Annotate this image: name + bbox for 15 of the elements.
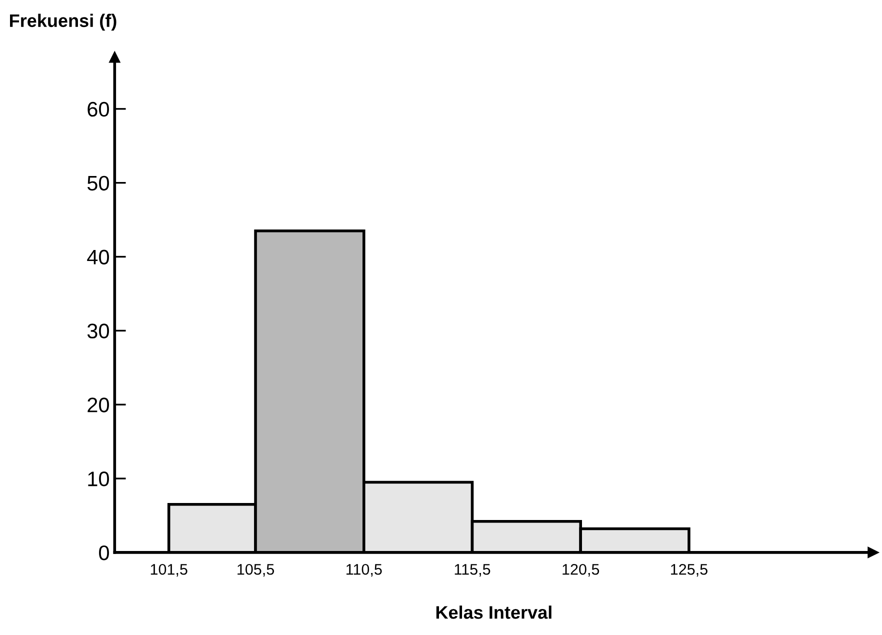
y-axis-title: Frekuensi (f) [10, 14, 116, 31]
y-tick-label: 60 [88, 102, 109, 117]
y-tick-label: 30 [87, 324, 109, 338]
x-tick-label: 110,5 [346, 564, 382, 577]
y-tick-label: 10 [88, 472, 109, 486]
x-tick-label: 125,5 [671, 564, 708, 577]
y-tick-label: 40 [87, 250, 109, 264]
x-axis-title: Kelas Interval [436, 606, 552, 619]
x-tick-label: 105,5 [238, 564, 274, 577]
x-tick-label: 120,5 [562, 564, 600, 577]
x-tick-label: 101,5 [150, 564, 188, 577]
y-tick-label: 50 [87, 176, 109, 191]
x-tick-label: 115,5 [454, 564, 490, 577]
y-tick-label: 0 [99, 545, 109, 560]
y-tick-label: 20 [88, 398, 109, 412]
